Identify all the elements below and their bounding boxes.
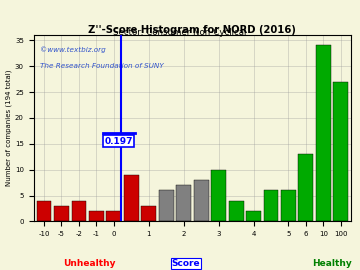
Bar — [54, 206, 69, 221]
Bar — [229, 201, 243, 221]
Y-axis label: Number of companies (194 total): Number of companies (194 total) — [5, 70, 12, 187]
Bar — [211, 170, 226, 221]
Bar — [124, 175, 139, 221]
Bar — [316, 45, 331, 221]
Bar — [333, 82, 348, 221]
Bar — [89, 211, 104, 221]
Title: Z''-Score Histogram for NORD (2016): Z''-Score Histogram for NORD (2016) — [89, 25, 296, 35]
Bar — [281, 190, 296, 221]
Text: Healthy: Healthy — [312, 259, 352, 268]
Text: Score: Score — [172, 259, 201, 268]
Bar — [159, 190, 174, 221]
Text: ©www.textbiz.org: ©www.textbiz.org — [40, 46, 106, 53]
Bar — [298, 154, 313, 221]
Bar — [246, 211, 261, 221]
Text: 0.197: 0.197 — [104, 137, 132, 146]
Bar — [72, 201, 86, 221]
Bar — [141, 206, 156, 221]
Bar — [176, 185, 191, 221]
Bar — [264, 190, 278, 221]
Bar — [107, 211, 121, 221]
Text: The Research Foundation of SUNY: The Research Foundation of SUNY — [40, 63, 163, 69]
Text: Unhealthy: Unhealthy — [63, 259, 116, 268]
Text: Sector: Consumer Non-Cyclical: Sector: Consumer Non-Cyclical — [113, 28, 247, 37]
Bar — [194, 180, 208, 221]
Bar — [37, 201, 51, 221]
